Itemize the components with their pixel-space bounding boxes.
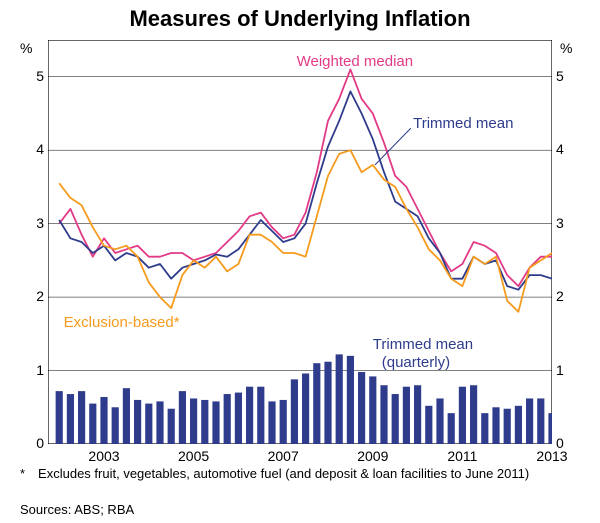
- series-label: Weighted median: [297, 53, 413, 70]
- y-tick-right: 4: [556, 141, 580, 157]
- y-unit-right: %: [560, 40, 572, 56]
- y-tick-left: 2: [20, 288, 44, 304]
- x-tick: 2011: [447, 448, 477, 464]
- x-tick: 2009: [357, 448, 388, 464]
- y-tick-left: 0: [20, 435, 44, 451]
- x-tick: 2013: [536, 448, 567, 464]
- series-label: Exclusion-based*: [64, 314, 180, 331]
- chart-sources: Sources: ABS; RBA: [20, 502, 580, 517]
- y-tick-left: 1: [20, 362, 44, 378]
- y-tick-right: 2: [556, 288, 580, 304]
- y-tick-left: 5: [20, 68, 44, 84]
- y-tick-left: 4: [20, 141, 44, 157]
- series-label: Trimmed mean: [373, 336, 473, 353]
- y-tick-right: 3: [556, 215, 580, 231]
- x-tick: 2003: [88, 448, 119, 464]
- y-tick-left: 3: [20, 215, 44, 231]
- x-tick: 2005: [178, 448, 209, 464]
- chart-title: Measures of Underlying Inflation: [0, 6, 600, 32]
- y-tick-right: 5: [556, 68, 580, 84]
- series-label: (quarterly): [382, 354, 450, 371]
- y-unit-left: %: [20, 40, 32, 56]
- chart-footnote: * Excludes fruit, vegetables, automotive…: [20, 466, 580, 482]
- chart-plot: [48, 40, 552, 444]
- series-label: Trimmed mean: [413, 115, 513, 132]
- x-tick: 2007: [268, 448, 299, 464]
- y-tick-right: 1: [556, 362, 580, 378]
